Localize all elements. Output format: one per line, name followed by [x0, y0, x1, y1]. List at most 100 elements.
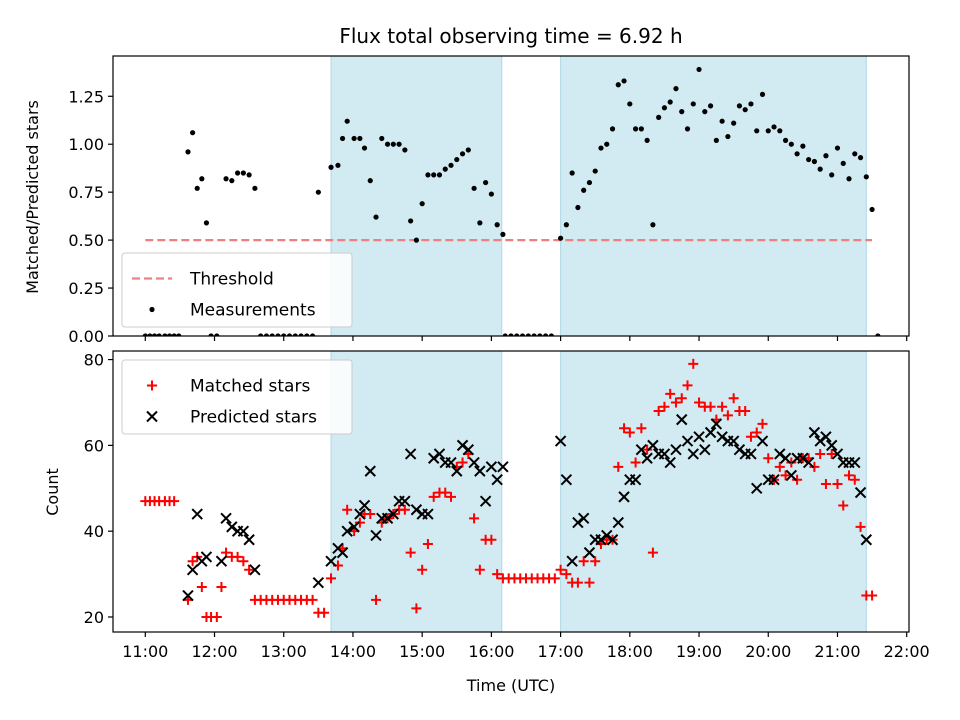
- predicted-star-point: [474, 465, 486, 477]
- predicted-star-point: [756, 435, 769, 447]
- matched-star-point: [792, 474, 803, 485]
- predicted-star-point: [612, 516, 624, 529]
- predicted-star-point: [462, 443, 475, 456]
- measurement-point: [638, 126, 644, 132]
- matched-star-point: [555, 564, 566, 575]
- measurement-point: [384, 141, 391, 147]
- measurement-point: [875, 333, 881, 336]
- matched-star-point: [590, 556, 601, 567]
- x-tick-label: 21:00: [814, 642, 860, 661]
- matched-star-point: [584, 577, 595, 588]
- measurement-point: [471, 185, 477, 191]
- measurement-point: [543, 333, 549, 336]
- predicted-star-point: [358, 499, 371, 512]
- axes-frame: [112, 55, 910, 337]
- y-tick-label: 60: [84, 436, 104, 455]
- predicted-star-point: [427, 452, 440, 464]
- matched-star-point: [763, 453, 774, 464]
- y-tick-label: 20: [84, 608, 104, 627]
- measurement-point: [390, 141, 396, 147]
- predicted-star-point: [399, 495, 411, 507]
- measurement-point: [598, 145, 604, 151]
- matched-star-point: [486, 534, 497, 545]
- predicted-star-point: [387, 508, 400, 520]
- measurement-point: [286, 333, 293, 336]
- predicted-star-point: [191, 508, 203, 520]
- matched-star-point: [469, 513, 480, 524]
- legend-predicted-marker: [146, 410, 158, 423]
- x-tick-label: 17:00: [538, 642, 584, 661]
- measurement-point: [344, 118, 350, 124]
- predicted-star-point: [751, 482, 763, 494]
- measurement-point: [408, 218, 414, 224]
- x-tick-label: 22:00: [884, 642, 930, 661]
- measurement-point: [679, 109, 685, 115]
- measurement-point: [537, 333, 543, 336]
- matched-star-point: [211, 611, 222, 622]
- measurement-point: [171, 333, 177, 336]
- y-tick-label: 0.50: [68, 231, 104, 250]
- matched-star-point: [232, 551, 243, 562]
- y-tick-label: 0.25: [68, 279, 104, 298]
- predicted-star-point: [676, 413, 688, 426]
- measurement-point: [834, 145, 841, 151]
- measurement-point: [632, 126, 639, 132]
- measurement-point: [765, 128, 771, 134]
- measurement-point: [586, 179, 593, 186]
- measurement-point: [309, 333, 316, 336]
- axes-frame: [112, 350, 910, 633]
- predicted-star-point: [802, 456, 815, 469]
- legend-box: [121, 252, 353, 328]
- measurement-point: [846, 176, 852, 182]
- matched-star-point: [238, 556, 249, 567]
- measurement-point: [829, 172, 835, 178]
- predicted-star-point: [595, 534, 607, 546]
- matched-star-point: [849, 474, 860, 485]
- matched-star-point: [411, 603, 422, 614]
- measurement-point: [147, 333, 153, 336]
- legend: Threshold Measurements: [121, 252, 353, 328]
- predicted-star-point: [606, 534, 619, 546]
- measurement-point: [413, 237, 420, 243]
- predicted-star-point: [200, 551, 213, 563]
- measurement-point: [667, 99, 673, 105]
- measurement-point: [269, 333, 275, 336]
- predicted-star-point: [249, 564, 261, 576]
- matched-star-point: [820, 478, 831, 489]
- predicted-star-point: [456, 439, 469, 452]
- predicted-star-point: [727, 435, 740, 447]
- matched-star-point: [619, 423, 630, 434]
- measurement-point: [615, 82, 621, 88]
- matched-star-point: [682, 380, 693, 391]
- measurement-point: [736, 103, 743, 109]
- measurement-point: [502, 333, 508, 336]
- measurement-point: [742, 107, 748, 113]
- measurement-point: [684, 126, 691, 132]
- predicted-star-point: [704, 426, 717, 439]
- measurement-point: [275, 333, 281, 336]
- measurement-point: [483, 179, 489, 186]
- predicted-star-point: [497, 461, 509, 473]
- matched-star-point: [244, 564, 255, 575]
- legend-label: Matched stars: [190, 377, 310, 397]
- y-tick-label: 0.00: [68, 327, 104, 346]
- measurement-point: [514, 333, 520, 336]
- predicted-star-point: [186, 564, 199, 576]
- measurement-point: [351, 135, 357, 142]
- matched-star-point: [578, 556, 589, 567]
- matched-star-point: [492, 569, 503, 580]
- predicted-star-point: [381, 512, 394, 525]
- measurement-point: [367, 178, 373, 184]
- measurement-point: [627, 101, 633, 107]
- matched-star-point: [670, 397, 681, 408]
- measurement-point: [190, 130, 196, 136]
- predicted-star-point: [681, 435, 694, 447]
- predicted-star-point: [860, 534, 873, 546]
- measurement-point: [748, 101, 754, 107]
- x-tick-label: 18:00: [607, 642, 653, 661]
- matched-star-point: [722, 410, 733, 421]
- matched-star-point: [613, 461, 624, 472]
- predicted-star-point: [768, 473, 780, 486]
- matched-star-point: [399, 504, 410, 515]
- measurement-point: [696, 66, 702, 73]
